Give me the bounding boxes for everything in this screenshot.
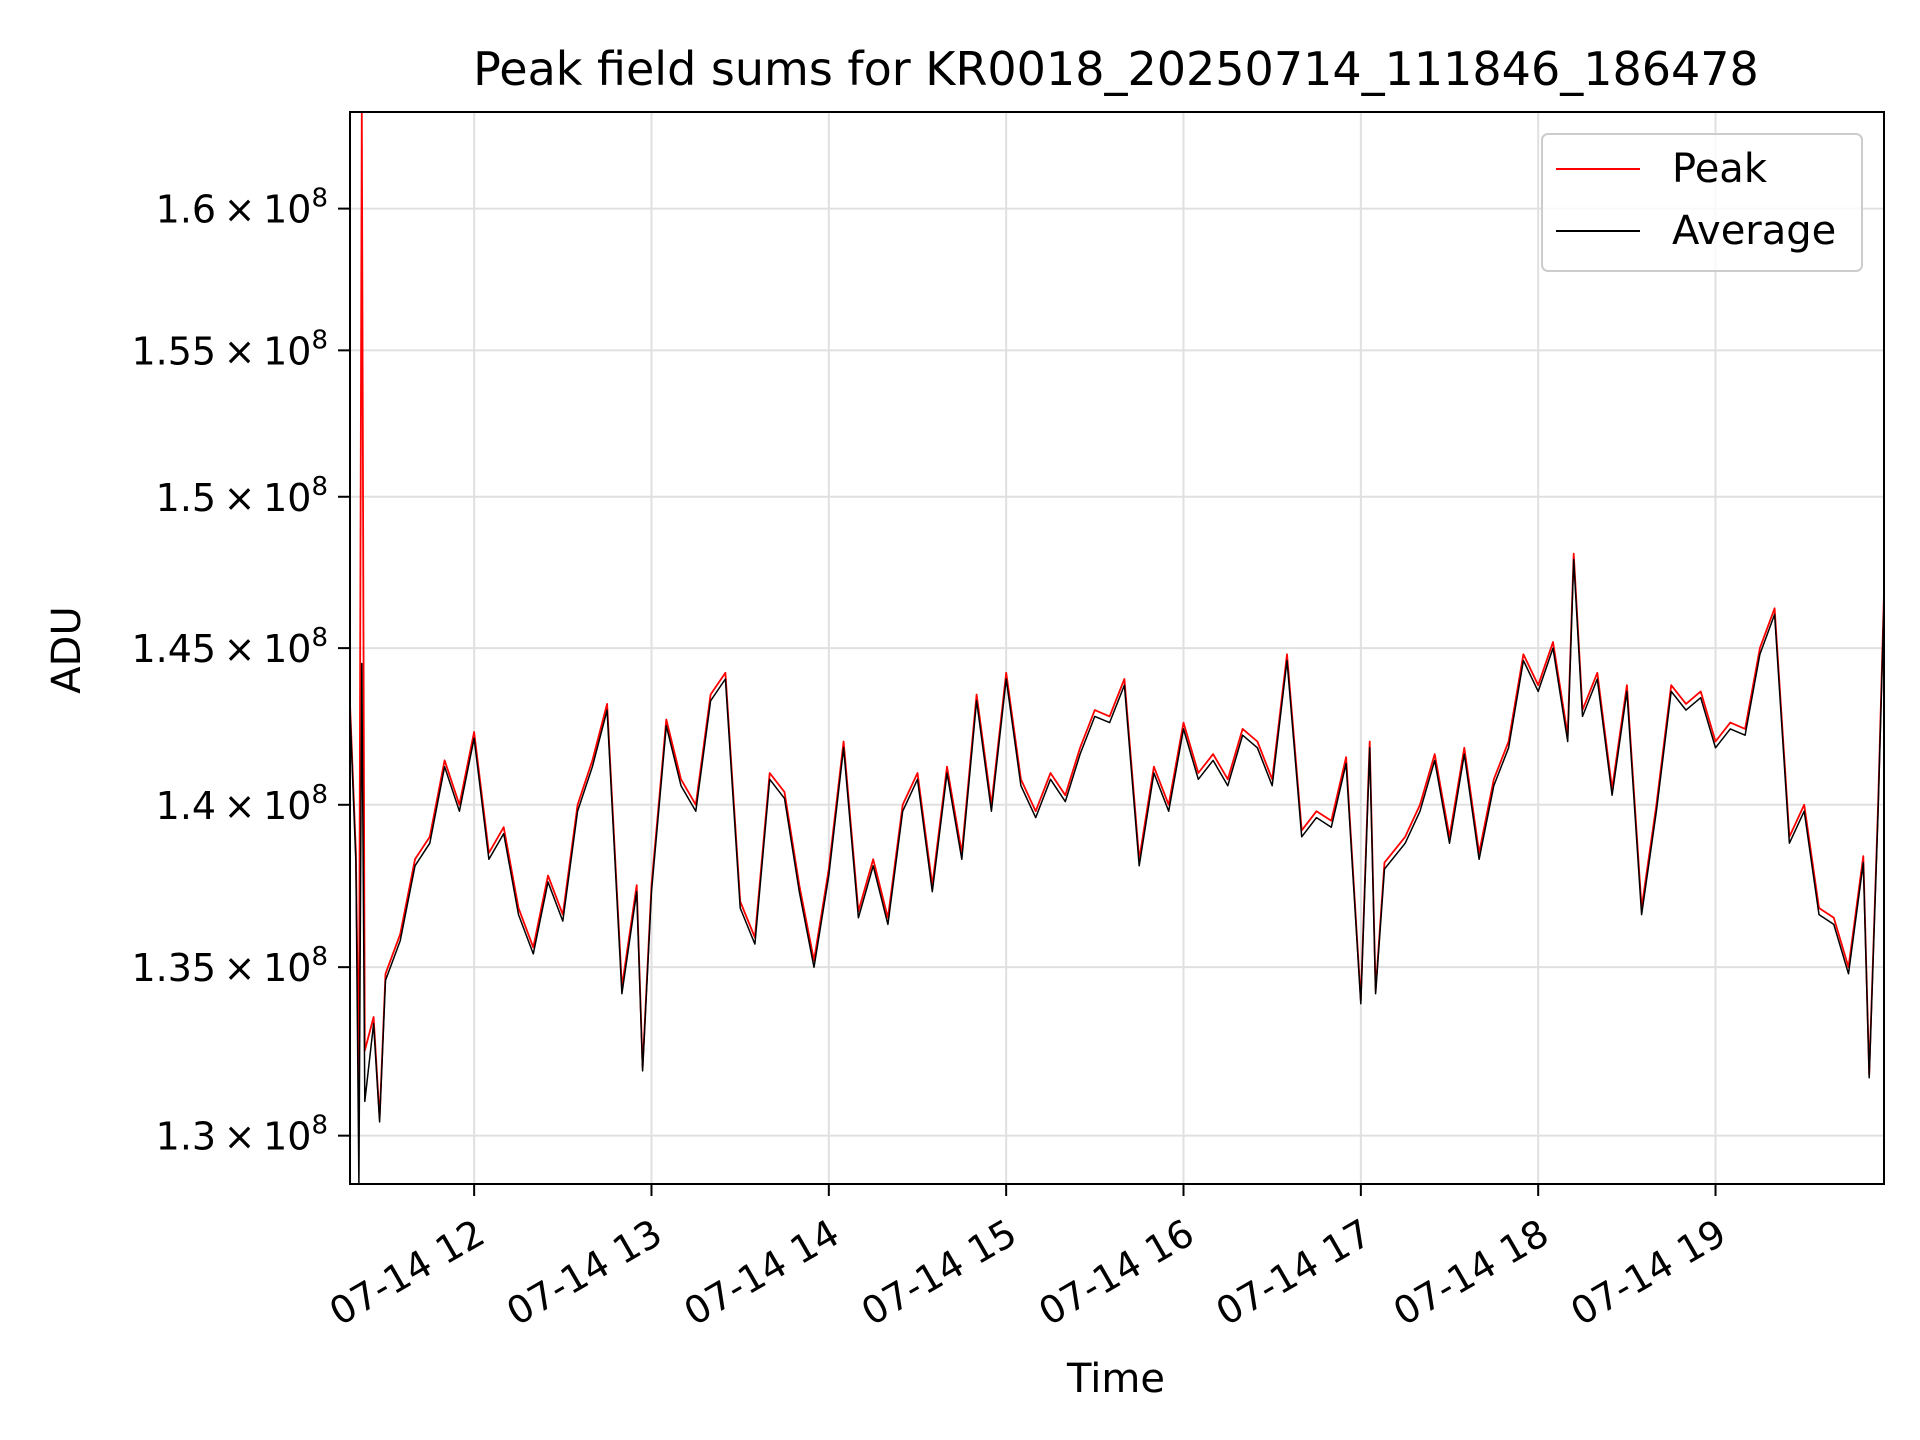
y-tick-label: 1.6 × 108 <box>156 184 328 232</box>
series-line-average <box>350 558 1884 1184</box>
grid <box>350 112 1884 1184</box>
y-tick-label: 1.45 × 108 <box>131 623 328 671</box>
chart-title: Peak field sums for KR0018_20250714_1118… <box>473 42 1759 96</box>
y-axis-label: ADU <box>44 606 90 693</box>
y-tick-label: 1.55 × 108 <box>131 325 328 373</box>
legend-label-average: Average <box>1672 208 1836 254</box>
plot-area <box>350 112 1884 1184</box>
y-tick-label: 1.5 × 108 <box>156 472 328 520</box>
grid-y-lines <box>350 207 1884 1137</box>
y-tick-label: 1.3 × 108 <box>156 1111 328 1159</box>
legend-label-peak: Peak <box>1672 146 1768 192</box>
y-tick-label: 1.4 × 108 <box>156 780 328 828</box>
y-tick-label: 1.35 × 108 <box>131 942 328 990</box>
y-axis-ticks: 1.3 × 108 1.35 × 108 1.4 × 108 1.45 × 108 1.… <box>131 184 350 1159</box>
legend: Peak Average <box>1541 133 1863 272</box>
x-axis-label: Time <box>1066 1356 1165 1402</box>
